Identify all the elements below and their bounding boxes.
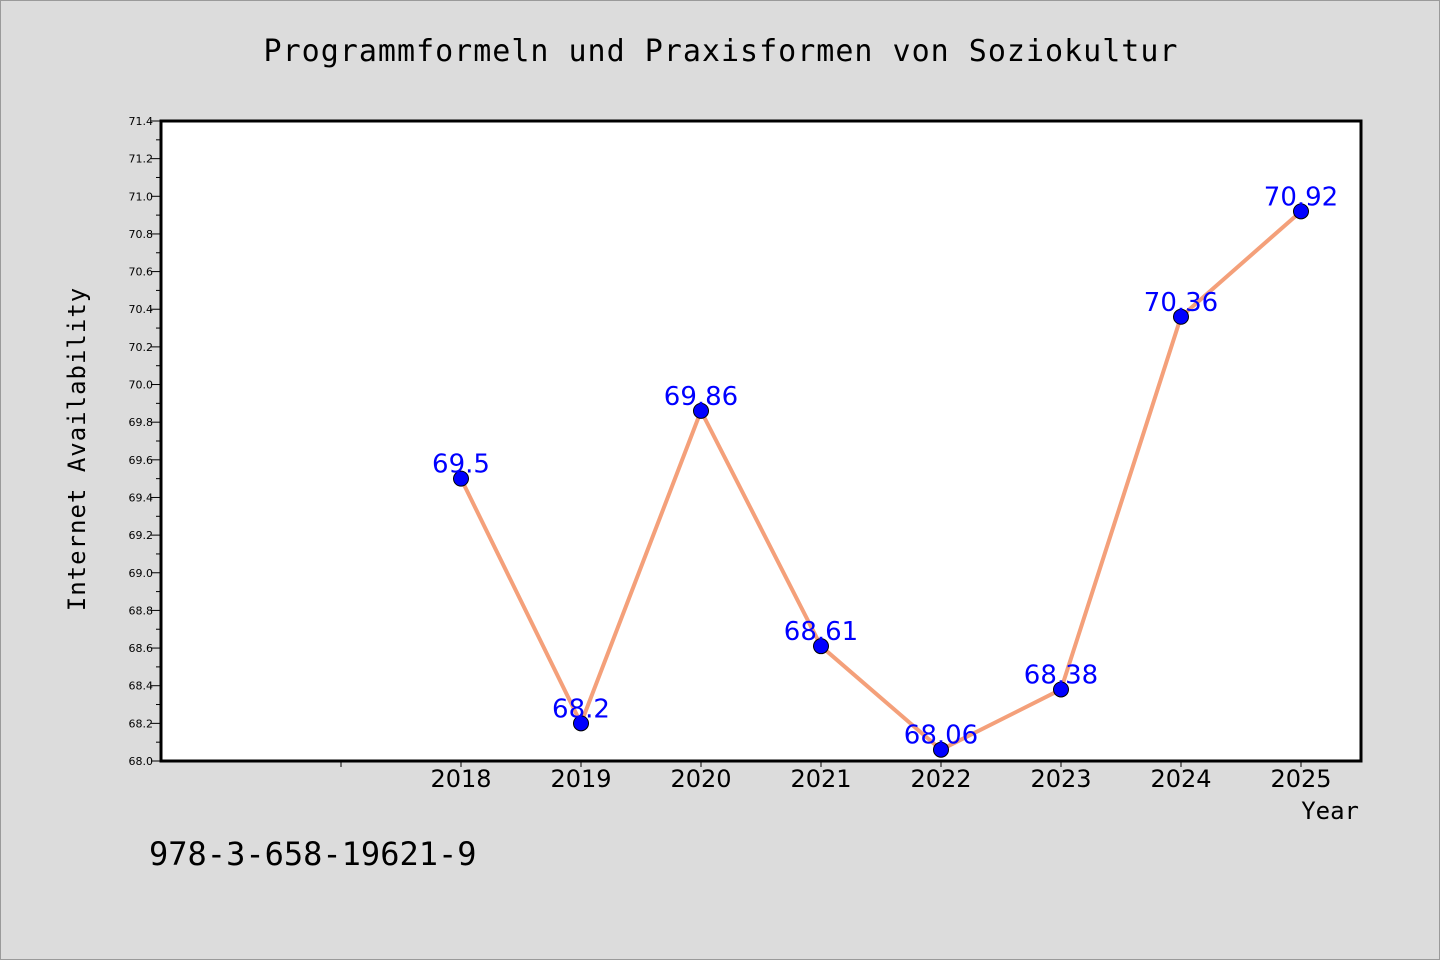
y-tick-label: 69.6 [129, 454, 154, 467]
data-point [1053, 681, 1069, 698]
y-tick-label: 69.2 [129, 529, 154, 542]
series-markers [453, 203, 1309, 758]
x-tick-label: 2019 [550, 765, 611, 793]
y-tick-label: 70.8 [129, 228, 154, 241]
y-tick-label: 68.6 [129, 642, 154, 655]
x-tick-label: 2020 [670, 765, 731, 793]
data-label: 68.61 [784, 617, 858, 647]
y-tick-label: 70.4 [129, 303, 154, 316]
data-label: 69.86 [664, 382, 738, 412]
data-point [693, 402, 709, 419]
y-tick-label: 68.2 [129, 717, 154, 730]
data-point [1173, 308, 1189, 325]
data-label: 68.2 [552, 694, 610, 724]
y-axis: 68.0 68.2 68.4 68.6 68.8 69.0 69.2 69.4 69.6 69.8… [129, 115, 161, 768]
data-point [573, 715, 589, 732]
y-tick-label: 68.4 [129, 680, 154, 693]
plot-area [161, 121, 1361, 761]
x-tick-label: 2023 [1030, 765, 1091, 793]
data-labels: 69.5 68.2 69.86 68.61 68.06 68.38 70.36 70.92 [432, 182, 1338, 750]
data-point [813, 638, 829, 655]
data-label: 69.5 [432, 450, 490, 480]
series-polyline [459, 209, 1303, 752]
y-tick-label: 69.0 [129, 567, 154, 580]
x-tick-label: 2024 [1150, 765, 1211, 793]
data-label: 70.36 [1144, 288, 1218, 318]
y-tick-label: 68.8 [129, 604, 154, 617]
y-tick-label: 71.2 [129, 153, 154, 166]
x-tick-label: 2021 [790, 765, 851, 793]
y-tick-label: 70.2 [129, 341, 154, 354]
data-label: 70.92 [1264, 182, 1338, 212]
data-point [1293, 203, 1309, 220]
x-tick-label: 2025 [1270, 765, 1331, 793]
x-tick-label: 2022 [910, 765, 971, 793]
data-label: 68.06 [904, 721, 978, 751]
data-label: 68.38 [1024, 660, 1098, 690]
data-point [453, 470, 469, 487]
x-axis-label: Year [1301, 797, 1359, 825]
x-tick-label: 2018 [430, 765, 491, 793]
x-axis: 2018 2019 2020 2021 2022 2023 2024 2025 [340, 761, 1332, 793]
y-tick-label: 68.0 [129, 755, 154, 768]
chart-title: Programmformeln und Praxisformen von Soz… [263, 34, 1179, 69]
isbn-annotation: 978-3-658-19621-9 [149, 835, 477, 873]
data-point [933, 741, 949, 758]
plot-frame [159, 119, 1363, 763]
y-tick-label: 69.8 [129, 416, 154, 429]
series-line [459, 209, 1303, 752]
y-tick-label: 70.6 [129, 266, 154, 279]
y-tick-label: 70.0 [129, 379, 154, 392]
y-tick-label: 69.4 [129, 491, 154, 504]
y-tick-label: 71.0 [129, 190, 154, 203]
y-tick-label: 71.4 [129, 115, 154, 128]
